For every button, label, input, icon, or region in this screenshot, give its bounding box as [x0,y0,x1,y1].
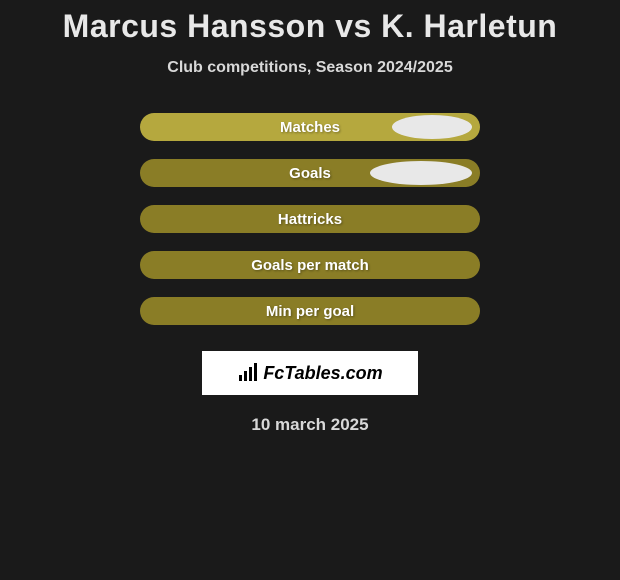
player1-name: Marcus Hansson [63,8,326,44]
logo: FcTables.com [237,363,382,384]
vs-separator: vs [335,8,372,44]
stat-label: Goals per match [251,257,369,274]
logo-text: FcTables.com [263,363,382,384]
stat-label: Min per goal [266,303,354,320]
stat-bar: Goals per match [140,251,480,279]
date: 10 march 2025 [251,415,368,435]
page-title: Marcus Hansson vs K. Harletun [63,8,558,45]
stat-row: Min per goal [140,297,480,325]
right-ellipse [392,115,472,139]
stat-rows: Matches3 Goals Hattricks Goals per match Min… [140,113,480,343]
stat-bar: Min per goal [140,297,480,325]
stat-label: Matches [280,119,340,136]
stat-bar: Hattricks [140,205,480,233]
logo-bars-icon [237,363,259,383]
right-ellipse [370,161,472,185]
stat-label: Goals [289,165,331,182]
stat-label: Hattricks [278,211,342,228]
stat-row: Hattricks [140,205,480,233]
stat-row: Matches3 [140,113,480,141]
comparison-card: Marcus Hansson vs K. Harletun Club compe… [0,0,620,435]
stat-row: Goals per match [140,251,480,279]
subtitle: Club competitions, Season 2024/2025 [167,59,452,77]
player2-name: K. Harletun [381,8,557,44]
logo-box: FcTables.com [202,351,418,395]
stat-row: Goals [140,159,480,187]
